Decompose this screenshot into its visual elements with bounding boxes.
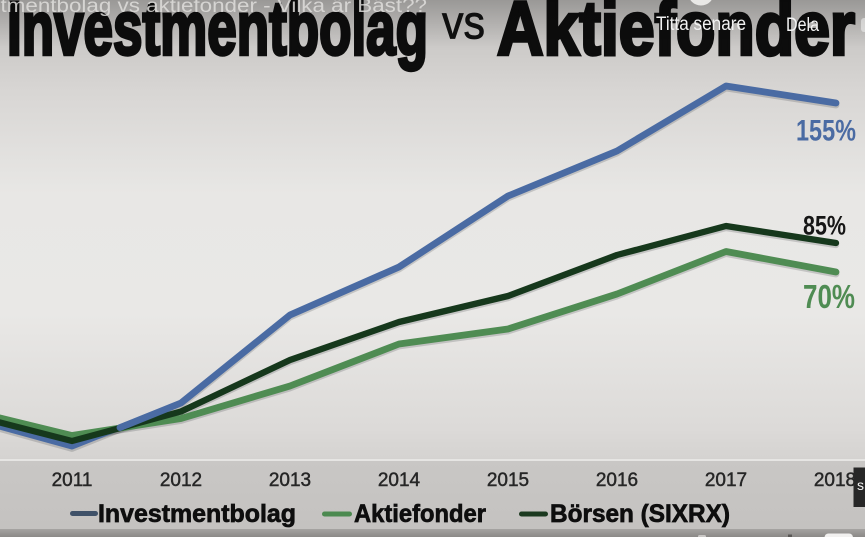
svg-text:Börsen (SIXRX): Börsen (SIXRX) [550, 500, 730, 528]
svg-text:2012: 2012 [160, 470, 202, 491]
svg-text:s: s [857, 477, 864, 493]
svg-text:70%: 70% [803, 278, 855, 315]
svg-text:155%: 155% [796, 115, 856, 148]
svg-text:2013: 2013 [269, 470, 311, 491]
svg-text:Aktiefonder: Aktiefonder [354, 500, 486, 528]
svg-text:85%: 85% [803, 211, 846, 241]
svg-text:2017: 2017 [705, 470, 747, 491]
svg-text:2011: 2011 [52, 470, 93, 491]
svg-text:Dela: Dela [786, 14, 819, 36]
svg-text:2016: 2016 [596, 470, 638, 491]
svg-text:2015: 2015 [487, 470, 529, 491]
svg-text:Investmentbolag vs aktiefonder: Investmentbolag vs aktiefonder - Vilka ä… [0, 0, 427, 17]
svg-text:Titta senare: Titta senare [656, 14, 746, 35]
svg-text:2014: 2014 [378, 470, 421, 491]
svg-text:2018: 2018 [814, 470, 856, 491]
svg-text:Investmentbolag: Investmentbolag [98, 500, 296, 528]
